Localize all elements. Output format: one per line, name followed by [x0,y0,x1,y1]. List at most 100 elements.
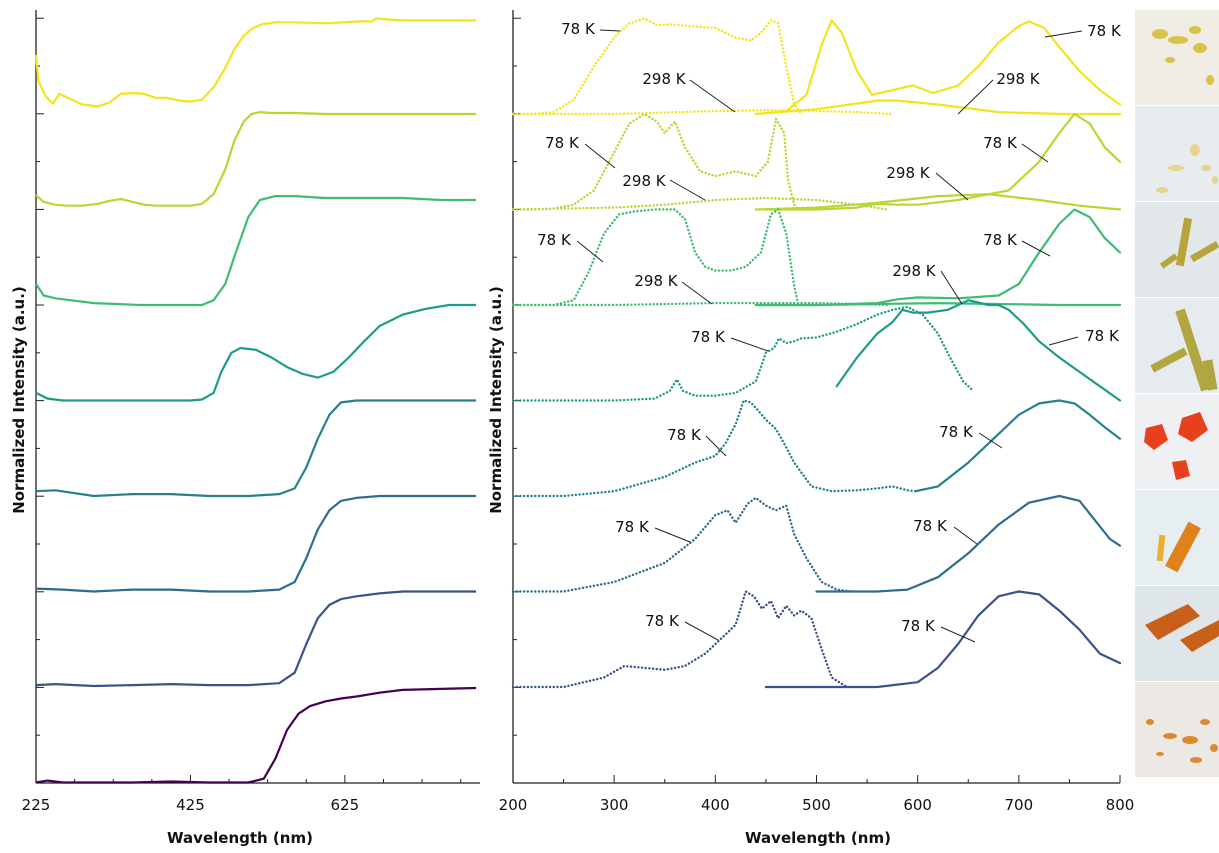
emission-line-18 [815,494,1122,593]
temperature-label: 298 K [892,262,936,280]
crystal [1210,744,1218,752]
annotation-leader [584,143,616,169]
temperature-annotations: 78 K 298 K 78 K 298 K 78 K 298 K 78 K 298 K 78 K… [537,20,1122,643]
crystal [1156,752,1164,756]
x-tick-label: 425 [176,796,205,814]
absorption-series [34,17,477,784]
crystal [1178,412,1208,442]
emission-y-axis-title: Normalized Intensity (a.u.) [487,286,505,514]
excitation-line-9 [511,208,800,307]
temperature-label: 298 K [634,272,678,290]
absorption-line-6 [35,494,477,593]
crystal [1156,187,1168,193]
annotation-leader [978,432,1003,449]
absorption-x-ticks: 225 425 625 [22,775,462,814]
x-tick-label: 800 [1106,796,1135,814]
crystal [1190,757,1202,763]
annotation-leader [684,621,719,641]
annotation-leader [654,527,691,543]
annotation-leader [689,79,736,113]
temperature-label: 78 K [913,517,948,535]
temperature-label: 78 K [667,426,702,444]
crystal [1172,460,1190,480]
annotation-leader [953,526,978,545]
crystal-photo-3 [1135,202,1219,297]
absorption-panel: 225 425 625 Wavelength (nm) Normalized Int… [10,10,480,847]
x-tick-label: 700 [1005,796,1034,814]
annotation-leader [730,337,769,352]
crystal [1212,176,1218,184]
temperature-label: 78 K [983,231,1018,249]
emission-line-20 [764,590,1122,689]
crystal [1175,217,1193,267]
temperature-label: 78 K [537,231,572,249]
x-tick-label: 300 [600,796,629,814]
excitation-line-19 [511,590,849,689]
crystal [1206,75,1214,85]
crystal [1180,620,1219,652]
emission-line-3 [754,19,1122,116]
absorption-line-7 [35,590,477,688]
annotation-leader [1048,336,1079,346]
temperature-label: 78 K [545,134,580,152]
absorption-line-5 [35,399,477,498]
excitation-line-17 [511,496,854,593]
x-tick-label: 500 [802,796,831,814]
crystal [1145,604,1200,640]
annotation-leader [957,79,994,115]
crystal [1163,733,1177,739]
temperature-label: 298 K [642,70,686,88]
temperature-label: 78 K [983,134,1018,152]
annotation-leader [935,172,969,201]
temperature-label: 298 K [886,164,930,182]
crystal [1159,253,1179,269]
emission-line-16 [914,399,1122,493]
emission-line-11 [754,208,1122,307]
absorption-y-ticks [36,17,44,784]
temperature-label: 78 K [691,328,726,346]
emission-x-ticks: 200 300 400 500 600 700 800 [499,775,1135,814]
annotation-leader [576,240,604,263]
crystal [1202,359,1218,391]
temperature-label: 78 K [561,20,596,38]
emission-line-12 [754,302,1122,307]
annotation-leader [599,29,621,32]
annotation-leader [681,281,713,305]
crystal [1165,57,1175,63]
crystal [1190,241,1219,263]
crystal [1168,165,1184,171]
crystal [1152,29,1168,39]
emission-series [511,17,1122,689]
annotation-leader [940,626,976,643]
annotation-leader [1021,240,1051,257]
crystal [1189,26,1201,34]
excitation-line-1 [511,17,803,116]
excitation-line-2 [511,108,894,116]
absorption-y-axis-title: Normalized Intensity (a.u.) [10,286,28,514]
crystal [1144,424,1168,450]
crystal [1200,719,1210,725]
temperature-label: 298 K [622,172,666,190]
temperature-label: 78 K [615,518,650,536]
crystal-photo-2 [1135,106,1219,201]
crystal [1193,43,1207,53]
annotation-leader [669,179,706,201]
crystal [1190,144,1200,156]
temperature-label: 78 K [939,423,974,441]
annotation-leader [705,435,727,457]
crystal [1156,534,1166,562]
excitation-line-13 [511,305,975,402]
absorption-line-1 [34,17,477,108]
annotation-leader [1021,143,1049,163]
excitation-line-5 [511,112,800,211]
absorption-line-8 [35,686,477,784]
emission-line-4 [754,99,1122,116]
crystal-photo-4 [1135,298,1219,393]
crystal [1165,521,1201,573]
x-tick-label: 625 [331,796,360,814]
crystal [1201,165,1211,171]
excitation-line-15 [511,399,917,498]
x-tick-label: 200 [499,796,528,814]
absorption-x-axis-title: Wavelength (nm) [167,829,313,847]
